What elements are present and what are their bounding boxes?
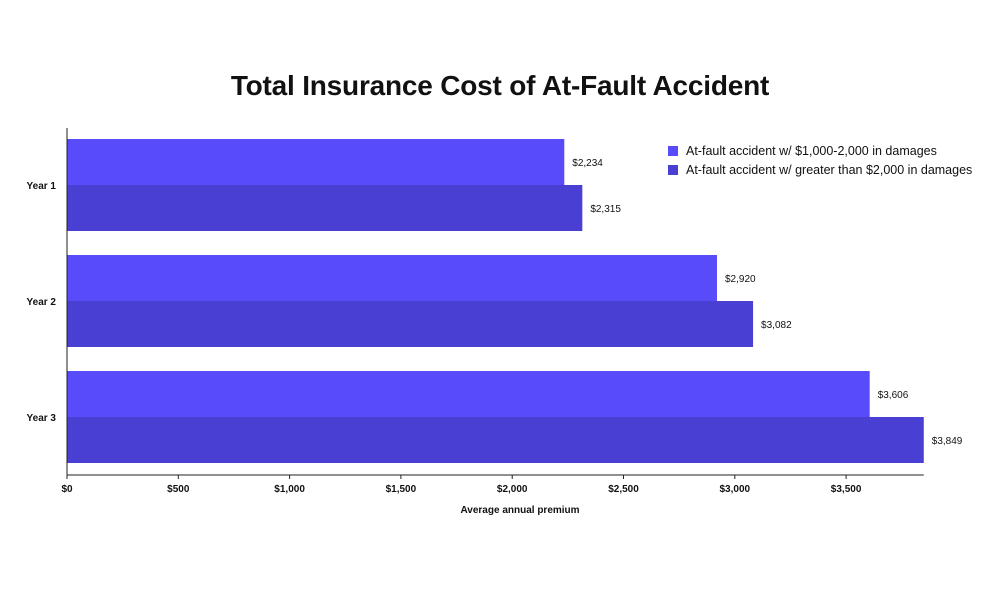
data-label: $2,920 xyxy=(725,274,756,285)
y-tick-label: Year 1 xyxy=(27,181,57,192)
x-tick-label: $2,000 xyxy=(497,484,528,495)
data-label: $3,082 xyxy=(761,320,792,331)
data-label: $3,849 xyxy=(932,436,963,447)
bar-year-1-series-2 xyxy=(67,185,583,231)
y-tick-label: Year 3 xyxy=(27,413,57,424)
legend-item-series-2: At-fault accident w/ greater than $2,000… xyxy=(668,160,972,179)
bar-year-3-series-1 xyxy=(67,371,870,417)
y-tick-label: Year 2 xyxy=(27,297,57,308)
bar-year-2-series-2 xyxy=(67,301,754,347)
data-label: $2,234 xyxy=(572,158,603,169)
x-tick-label: $3,000 xyxy=(720,484,751,495)
x-tick-label: $500 xyxy=(167,484,190,495)
legend-label-series-2: At-fault accident w/ greater than $2,000… xyxy=(686,162,973,177)
legend-swatch-series-1 xyxy=(668,145,678,156)
chart-title: Total Insurance Cost of At-Fault Acciden… xyxy=(230,70,770,101)
x-tick-label: $0 xyxy=(61,484,73,495)
x-tick-label: $3,500 xyxy=(831,484,862,495)
legend-item-series-1: At-fault accident w/ $1,000-2,000 in dam… xyxy=(668,141,972,160)
bar-year-3-series-2 xyxy=(67,417,924,463)
data-label: $2,315 xyxy=(590,204,621,215)
x-tick-label: $2,500 xyxy=(608,484,639,495)
x-tick-label: $1,500 xyxy=(386,484,417,495)
x-tick-label: $1,000 xyxy=(274,484,305,495)
data-label: $3,606 xyxy=(878,390,909,401)
legend-label-series-1: At-fault accident w/ $1,000-2,000 in dam… xyxy=(686,143,937,158)
x-axis-label: Average annual premium xyxy=(460,505,580,516)
chart-legend: At-fault accident w/ $1,000-2,000 in dam… xyxy=(668,141,972,179)
bar-year-2-series-1 xyxy=(67,255,717,301)
bar-year-1-series-1 xyxy=(67,139,565,185)
legend-swatch-series-2 xyxy=(668,164,678,175)
